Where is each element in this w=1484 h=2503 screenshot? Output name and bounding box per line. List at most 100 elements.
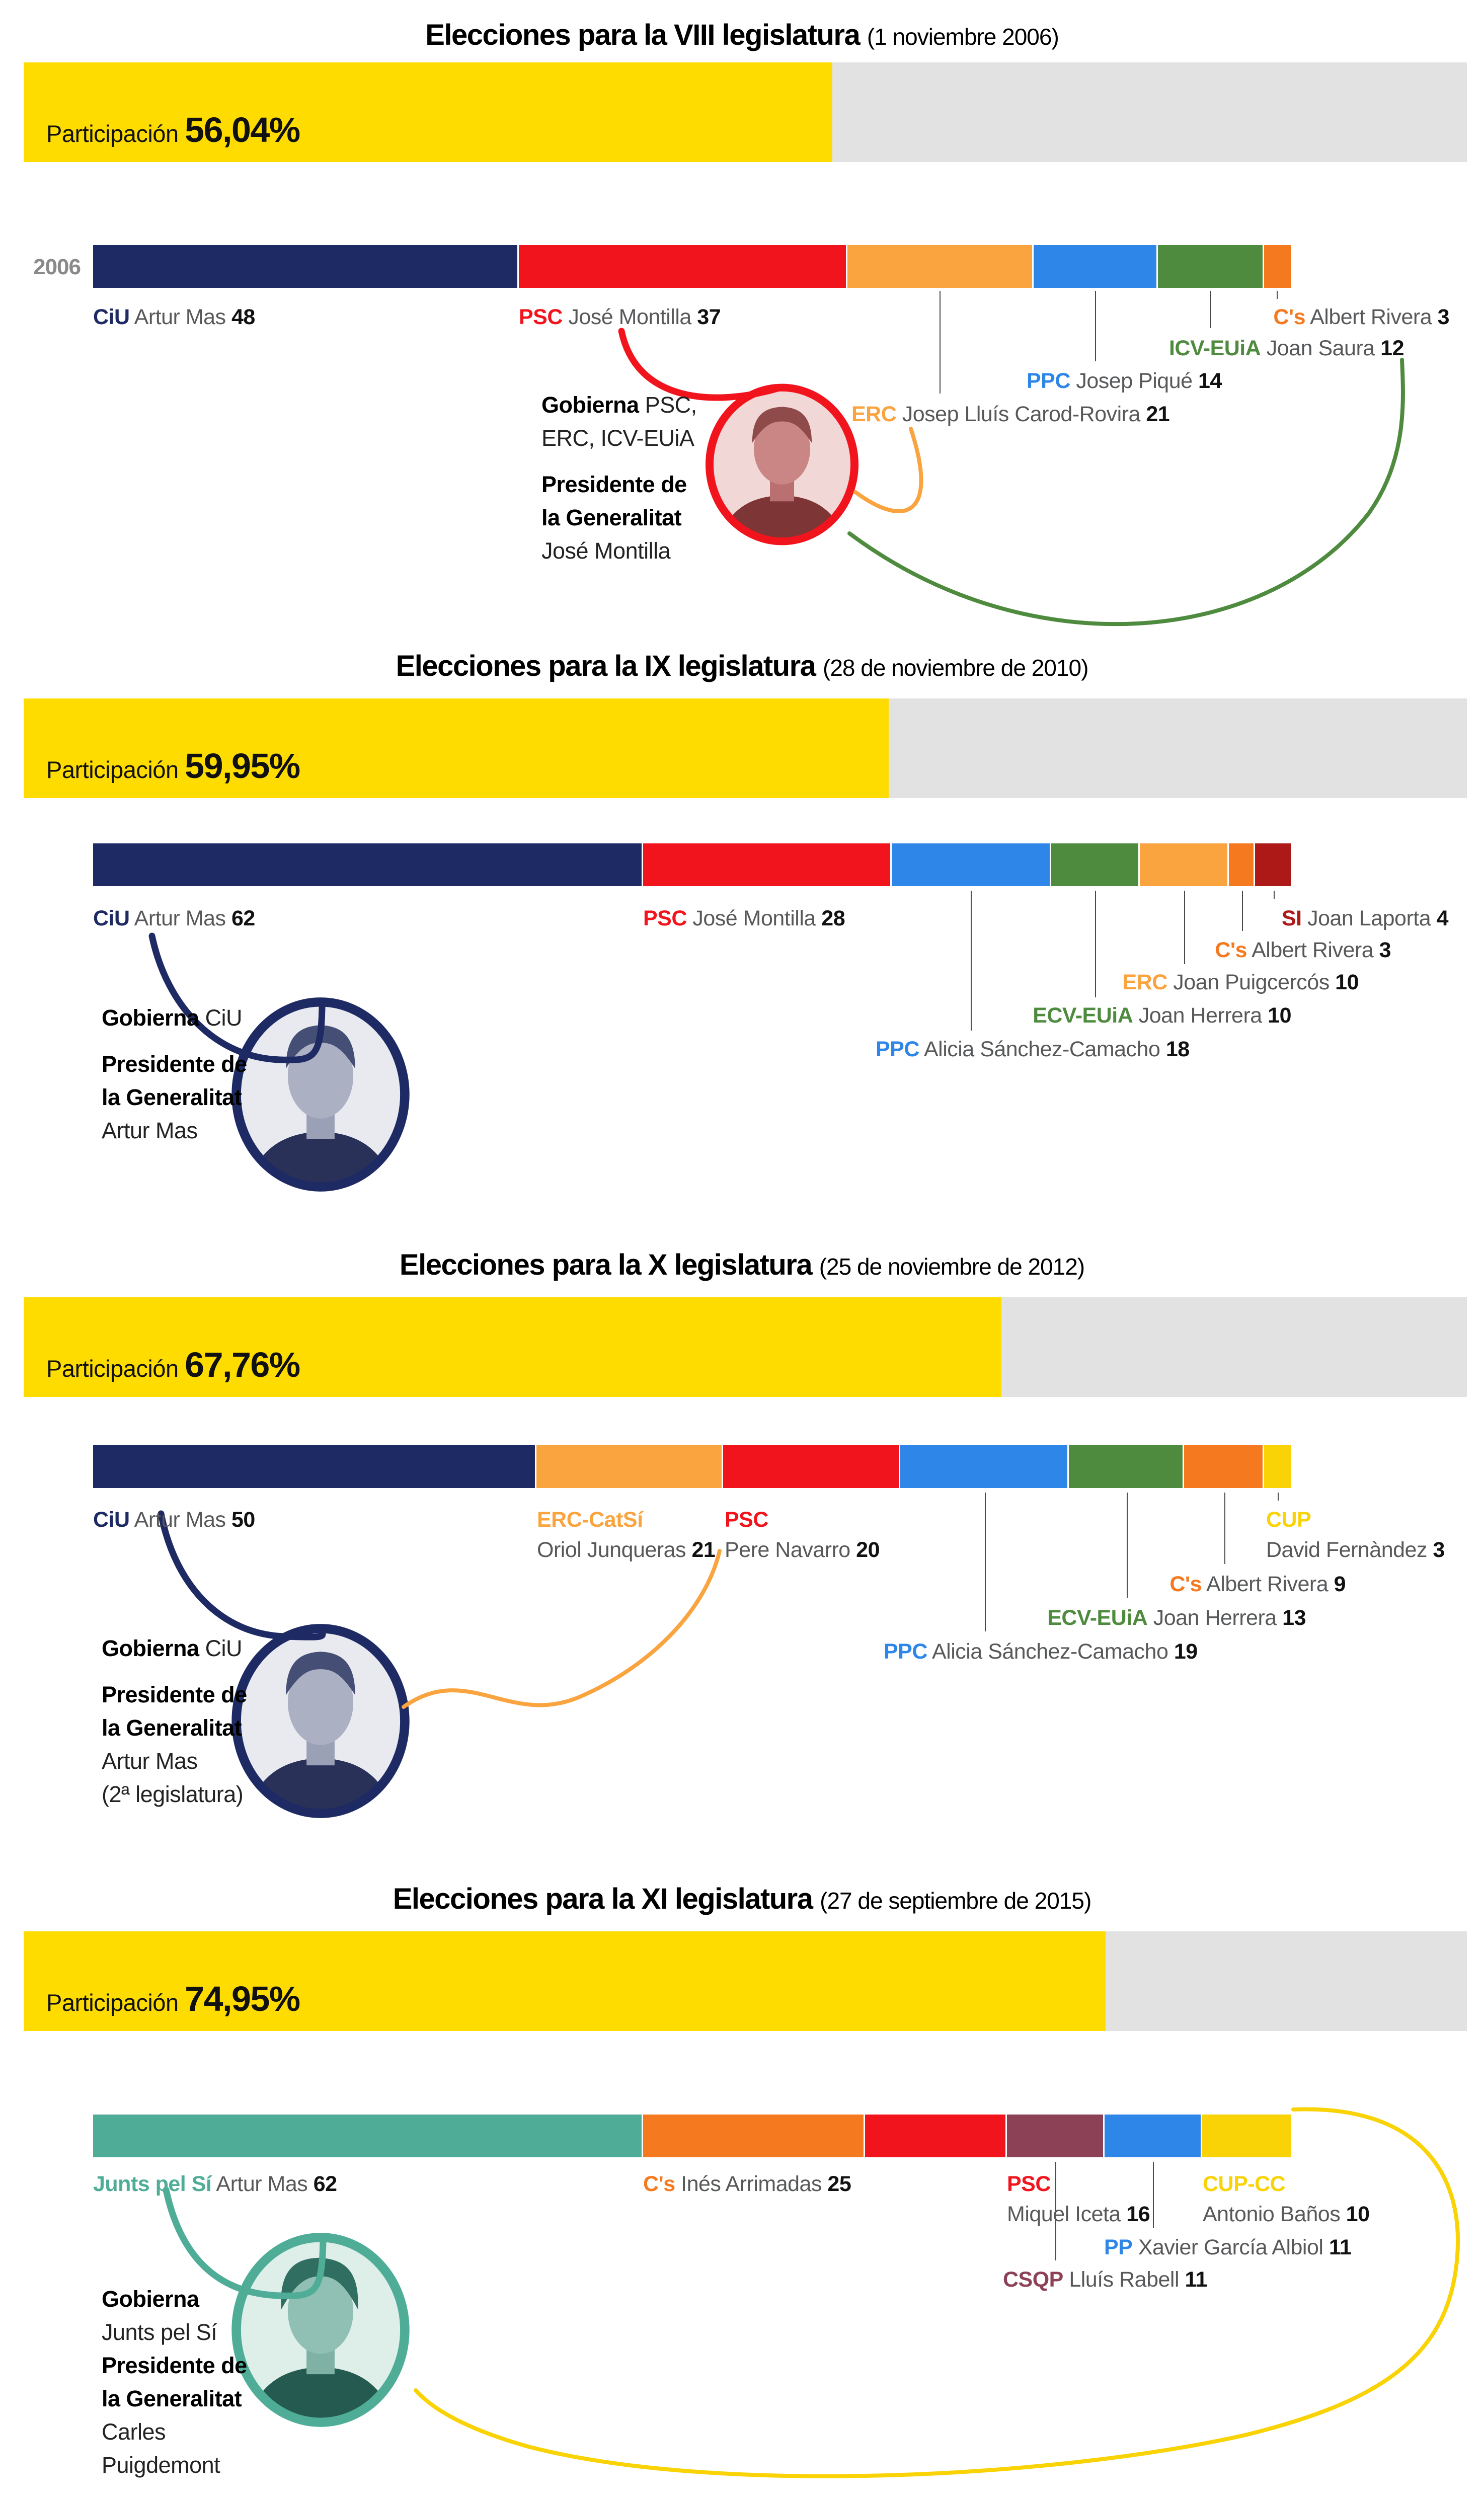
party-label-ecv: ECV-EUiA Joan Herrera 13 xyxy=(1047,1606,1306,1630)
party-label-ciu: CiU Artur Mas 62 xyxy=(93,906,255,930)
participation-label: Participación 67,76% xyxy=(46,1345,300,1384)
leader-line-pp xyxy=(1153,2162,1154,2228)
party-label-jxsi: Junts pel Sí Artur Mas 62 xyxy=(93,2172,337,2196)
seat-segment-CUP-CC xyxy=(1202,2115,1291,2157)
seat-segment-PPC xyxy=(891,843,1051,886)
seat-bar-2010 xyxy=(93,843,1291,886)
party-label-psc: PSC Pere Navarro 20 xyxy=(725,1508,880,1562)
seat-segment-C's xyxy=(1228,843,1256,886)
participation-fill xyxy=(24,1297,1002,1397)
party-label-cs: C's Albert Rivera 3 xyxy=(1273,305,1449,329)
seat-segment-PSC xyxy=(643,843,892,886)
seat-segment-PPC xyxy=(900,1445,1069,1488)
seat-segment-ECV-EUiA xyxy=(1069,1445,1185,1488)
president-note: (2ª legislatura) xyxy=(102,1781,244,1807)
seat-segment-ERC xyxy=(847,245,1034,288)
seat-segment-ICV-EUiA xyxy=(1157,245,1265,288)
seat-segment-ERC-CatSí xyxy=(536,1445,723,1488)
curve-cup-cc-to-puigdemont xyxy=(414,2107,1460,2478)
party-label-psc: PSC José Montilla 37 xyxy=(519,305,721,329)
party-label-icv: ICV-EUiA Joan Saura 12 xyxy=(1168,336,1404,360)
seat-segment-CiU xyxy=(93,245,519,288)
president-name: Carles xyxy=(102,2419,166,2445)
participation-track: Participación 59,95% xyxy=(24,698,1467,798)
section-date: (27 de septiembre de 2015) xyxy=(820,1888,1091,1914)
party-label-si: SI Joan Laporta 4 xyxy=(1282,906,1449,930)
participation-value: 67,76% xyxy=(185,1345,300,1384)
participation-value: 56,04% xyxy=(185,110,300,149)
seat-segment-PP xyxy=(1104,2115,1202,2157)
seat-segment-C's xyxy=(1184,1445,1265,1488)
participation-fill xyxy=(24,62,833,162)
government-note-ix: Gobierna CiU Presidente de la Generalita… xyxy=(102,1001,247,1147)
party-label-cup: CUP David Fernàndez 3 xyxy=(1266,1508,1445,1562)
party-label-ciu: CiU Artur Mas 50 xyxy=(93,1508,255,1532)
party-label-erc: ERC Joan Puigcercós 10 xyxy=(1122,970,1359,994)
participation-label: Participación 74,95% xyxy=(46,1979,300,2018)
leader-line-ppc xyxy=(1095,291,1096,361)
seat-segment-ECV-EUiA xyxy=(1051,843,1140,886)
party-label-cs: C's Albert Rivera 9 xyxy=(1169,1572,1346,1596)
participation-label: Participación 59,95% xyxy=(46,746,300,786)
leader-line-cs xyxy=(1277,291,1278,299)
president-name: Artur Mas xyxy=(102,1748,198,1774)
seat-segment-C's xyxy=(1264,245,1291,288)
curve-erc-catsi-to-mas xyxy=(402,1549,722,1709)
leader-line-ppc xyxy=(971,891,972,1031)
party-label-erc: ERC Josep Lluís Carod-Rovira 21 xyxy=(851,402,1170,426)
leader-line-erc xyxy=(940,291,941,394)
seat-segment-Junts pel Sí xyxy=(93,2115,644,2157)
seat-bar-2015 xyxy=(93,2115,1291,2157)
leader-line-cs xyxy=(1224,1493,1225,1564)
seat-segment-C's xyxy=(643,2115,865,2157)
section-title-viii: Elecciones para la VIII legislatura (1 n… xyxy=(425,19,1059,51)
president-portrait-jose-montilla xyxy=(706,383,858,545)
seat-segment-CiU xyxy=(93,843,644,886)
party-label-erc-catsi: ERC-CatSí Oriol Junqueras 21 xyxy=(537,1508,716,1562)
leader-line-ecv xyxy=(1127,1493,1128,1598)
seat-segment-PSC xyxy=(723,1445,901,1488)
party-label-ppc: PPC Alicia Sánchez-Camacho 18 xyxy=(876,1037,1190,1061)
president-portrait-artur-mas xyxy=(231,997,410,1192)
curve-erc-to-montilla xyxy=(853,427,923,513)
leader-line-cs xyxy=(1242,891,1243,931)
seat-segment-CiU xyxy=(93,1445,537,1488)
government-note-xi: Gobierna Junts pel Sí Presidente de la G… xyxy=(102,2283,247,2482)
leader-line-cup xyxy=(1278,1493,1279,1501)
seat-segment-SI xyxy=(1255,843,1291,886)
year-axis-label: 2006 xyxy=(33,255,81,279)
party-label-cs: C's Inés Arrimadas 25 xyxy=(643,2172,851,2196)
seat-segment-PSC xyxy=(865,2115,1007,2157)
party-label-ciu: CiU Artur Mas 48 xyxy=(93,305,255,329)
party-label-ppc: PPC Alicia Sánchez-Camacho 19 xyxy=(884,1639,1198,1664)
leader-line-erc xyxy=(1184,891,1185,964)
leader-line-ppc xyxy=(985,1493,986,1631)
section-title-xi: Elecciones para la XI legislatura (27 de… xyxy=(393,1883,1092,1915)
participation-label: Participación 56,04% xyxy=(46,110,300,149)
section-date: (25 de noviembre de 2012) xyxy=(819,1254,1085,1280)
section-title-x: Elecciones para la X legislatura (25 de … xyxy=(399,1248,1085,1281)
participation-fill xyxy=(24,1931,1106,2031)
party-label-cs: C's Albert Rivera 3 xyxy=(1215,938,1391,962)
president-name: Artur Mas xyxy=(102,1118,198,1143)
leader-line-icv xyxy=(1210,291,1211,328)
party-label-psc: PSC Miquel Iceta 16 xyxy=(1007,2172,1150,2226)
seat-bar-2012 xyxy=(93,1445,1291,1488)
government-note-x: Gobierna CiU Presidente de la Generalita… xyxy=(102,1632,247,1811)
president-name: José Montilla xyxy=(541,538,671,564)
president-portrait-artur-mas-2 xyxy=(231,1624,410,1818)
participation-value: 74,95% xyxy=(185,1979,300,2018)
seat-segment-CSQP xyxy=(1006,2115,1105,2157)
president-name-2: Puigdemont xyxy=(102,2452,220,2478)
party-label-psc: PSC José Montilla 28 xyxy=(643,906,845,930)
seat-segment-ERC xyxy=(1140,843,1229,886)
president-portrait-carles-puigdemont xyxy=(231,2233,410,2427)
participation-track: Participación 56,04% xyxy=(24,62,1467,162)
participation-value: 59,95% xyxy=(185,746,300,786)
seat-segment-PPC xyxy=(1033,245,1158,288)
party-label-ecv: ECV-EUiA Joan Herrera 10 xyxy=(1033,1003,1291,1028)
seat-segment-PSC xyxy=(519,245,847,288)
leader-line-ecv xyxy=(1095,891,1096,997)
section-title-ix: Elecciones para la IX legislatura (28 de… xyxy=(396,650,1089,682)
